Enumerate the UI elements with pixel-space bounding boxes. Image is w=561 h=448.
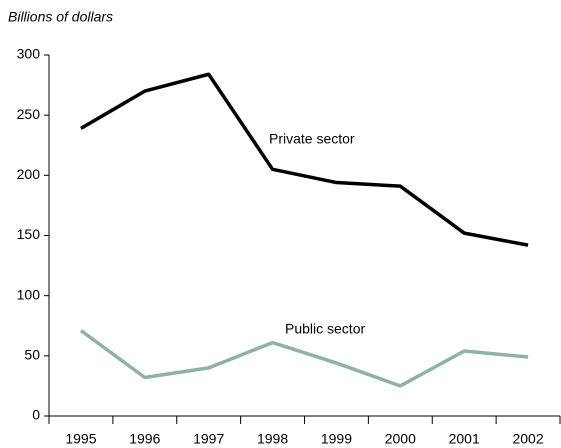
series-label: Private sector: [269, 131, 355, 147]
series-label: Public sector: [285, 321, 365, 337]
x-tick-label: 2000: [385, 431, 416, 447]
x-tick-label: 2001: [449, 431, 480, 447]
line-series: [79, 329, 529, 388]
y-tick-label: 300: [17, 46, 41, 62]
x-tick-label: 1998: [257, 431, 288, 447]
x-tick-label: 1999: [321, 431, 352, 447]
x-tick-label: 1995: [65, 431, 96, 447]
line-series: [80, 72, 529, 247]
y-tick-label: 50: [24, 347, 40, 363]
x-tick-label: 1996: [129, 431, 160, 447]
y-tick-label: 0: [32, 407, 40, 423]
y-tick-label: 150: [17, 226, 41, 242]
x-tick-label: 2002: [512, 431, 543, 447]
y-tick-label: 250: [17, 106, 41, 122]
y-tick-label: 100: [17, 286, 41, 302]
y-tick-label: 200: [17, 166, 41, 182]
y-axis-label: Billions of dollars: [8, 9, 113, 25]
x-tick-label: 1997: [193, 431, 224, 447]
